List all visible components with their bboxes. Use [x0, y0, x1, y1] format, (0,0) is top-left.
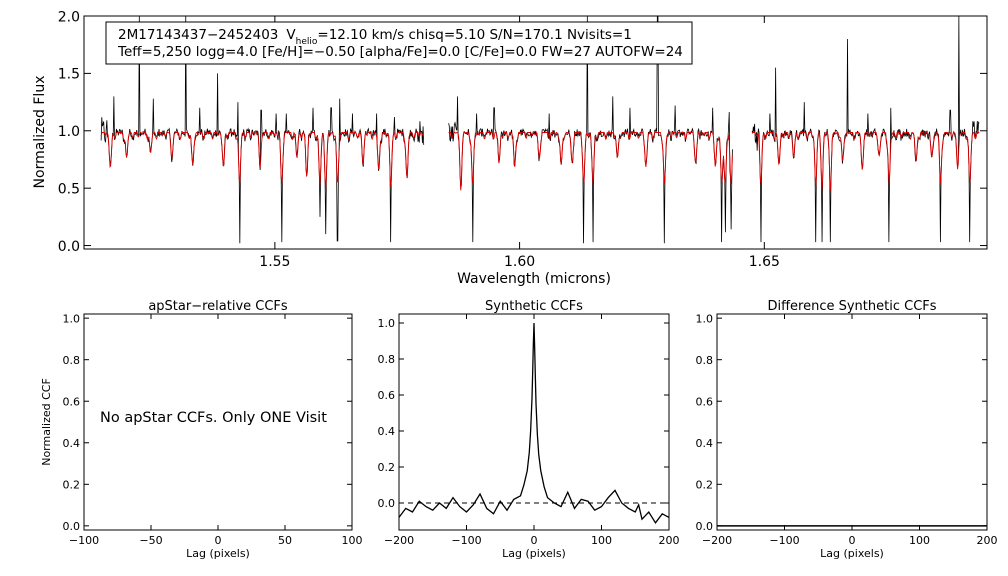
synthetic-ccf-x-tick-label: 0	[531, 534, 538, 547]
synthetic-ccf-x-tick-label: −100	[451, 534, 481, 547]
apstar-ccf-y-tick-label: 0.0	[63, 520, 81, 533]
apstar-ccf-y-tick-label: 0.8	[63, 354, 81, 367]
spectrum-y-axis-label: Normalized Flux	[32, 76, 48, 189]
synthetic-ccf-x-tick-label: 200	[659, 534, 680, 547]
difference-ccf-x-tick-label: 200	[977, 534, 998, 547]
synthetic-ccf-y-tick-label: 0.0	[378, 497, 396, 510]
difference-ccf-y-tick-label: 0.8	[696, 354, 714, 367]
synthetic-ccf-x-tick-label: 100	[591, 534, 612, 547]
difference-ccf-panel: −200 −100 0 100 200 0.0 0.2 0.4 0.6 0.8 1.0 Differ…	[696, 299, 998, 560]
synthetic-ccf-y-tick-label: 0.6	[378, 389, 396, 402]
difference-ccf-x-tick-label: −200	[702, 534, 732, 547]
apstar-ccf-message: No apStar CCFs. Only ONE Visit	[100, 410, 327, 426]
synthetic-ccf-x-tick-label: −200	[384, 534, 414, 547]
difference-ccf-y-tick-label: 0.6	[696, 395, 714, 408]
apstar-ccf-title: apStar−relative CCFs	[148, 299, 288, 314]
spectrum-y-tick-label: 2.0	[58, 9, 80, 25]
difference-ccf-plot-frame	[716, 313, 988, 531]
synthetic-ccf-panel: −200 −100 0 100 200 0.0 0.2 0.4 0.6 0.8 1.0 Synthe…	[378, 299, 680, 560]
synthetic-ccf-y-tick-label: 1.0	[378, 317, 396, 330]
info-box	[105, 21, 693, 65]
apstar-ccf-x-tick-label: 50	[278, 534, 292, 547]
spectrum-x-tick-label: 1.60	[504, 254, 535, 270]
info-line-1: 2M17143437−2452403 Vhelio=12.10 km/s chis…	[118, 27, 632, 47]
apstar-ccf-panel: −100 −50 0 50 100 0.0 0.2 0.4 0.6 0.8 1.0 apStar−r…	[40, 299, 363, 560]
synthetic-ccf-y-tick-label: 0.8	[378, 353, 396, 366]
synthetic-ccf-axes: −200 −100 0 100 200 0.0 0.2 0.4 0.6 0.8 1.0	[378, 314, 680, 547]
spectrum-panel: 1.55 1.60 1.65 0.0 0.5 1.0 1.5 2.0 2M17143437−2…	[32, 9, 988, 287]
apstar-ccf-y-tick-label: 1.0	[63, 312, 81, 325]
difference-ccf-y-tick-label: 0.4	[696, 437, 714, 450]
difference-ccf-y-tick-label: 0.2	[696, 478, 714, 491]
difference-ccf-x-tick-label: −100	[769, 534, 799, 547]
apstar-ccf-x-tick-label: −50	[139, 534, 162, 547]
apstar-ccf-y-tick-label: 0.2	[63, 478, 81, 491]
spectrum-data	[100, 15, 980, 244]
apstar-ccf-axes: −100 −50 0 50 100 0.0 0.2 0.4 0.6 0.8 1.0	[63, 312, 363, 547]
difference-ccf-x-tick-label: 0	[849, 534, 856, 547]
apstar-ccf-y-tick-label: 0.6	[63, 395, 81, 408]
synthetic-ccf-data	[398, 322, 670, 524]
apstar-ccf-y-axis-label: Normalized CCF	[40, 378, 53, 466]
spectrum-y-tick-label: 1.5	[58, 67, 80, 83]
spectrum-x-tick-label: 1.55	[259, 254, 290, 270]
apstar-ccf-x-axis-label: Lag (pixels)	[186, 547, 250, 560]
synthetic-ccf-line	[398, 322, 670, 524]
spectrum-plot-frame	[83, 15, 988, 250]
apstar-ccf-x-tick-label: 100	[342, 534, 363, 547]
difference-ccf-axes: −200 −100 0 100 200 0.0 0.2 0.4 0.6 0.8 1.0	[696, 312, 998, 547]
apstar-ccf-x-tick-label: −100	[69, 534, 99, 547]
spectrum-axes: 1.55 1.60 1.65 0.0 0.5 1.0 1.5 2.0	[58, 9, 987, 270]
spectrum-x-tick-label: 1.65	[749, 254, 780, 270]
difference-ccf-title: Difference Synthetic CCFs	[767, 299, 936, 314]
spectrum-y-tick-label: 1.0	[58, 124, 80, 140]
apstar-ccf-x-tick-label: 0	[215, 534, 222, 547]
info-line-2: Teff=5,250 logg=4.0 [Fe/H]=−0.50 [alpha/…	[117, 44, 683, 60]
synthetic-ccf-title: Synthetic CCFs	[485, 299, 583, 314]
difference-ccf-y-tick-label: 1.0	[696, 312, 714, 325]
model-spectrum-segment-3	[751, 131, 980, 191]
difference-ccf-x-axis-label: Lag (pixels)	[820, 547, 884, 560]
spectrum-x-axis-label: Wavelength (microns)	[457, 271, 611, 287]
apstar-ccf-y-tick-label: 0.4	[63, 437, 81, 450]
synthetic-ccf-y-tick-label: 0.2	[378, 461, 396, 474]
synthetic-ccf-y-tick-label: 0.4	[378, 425, 396, 438]
difference-ccf-x-tick-label: 100	[909, 534, 930, 547]
synthetic-ccf-x-axis-label: Lag (pixels)	[502, 547, 566, 560]
spectrum-y-tick-label: 0.5	[58, 181, 80, 197]
spectrum-y-tick-label: 0.0	[58, 239, 80, 255]
difference-ccf-y-tick-label: 0.0	[696, 520, 714, 533]
model-spectrum-segment-2	[448, 131, 733, 191]
observed-spectrum-segment-3	[751, 15, 980, 243]
model-spectrum-segment-1	[100, 131, 425, 189]
